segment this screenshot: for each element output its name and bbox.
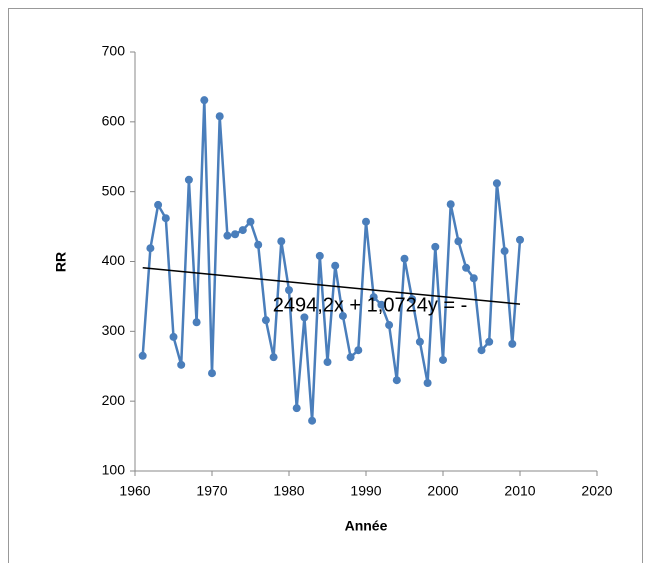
x-tick-label: 2020 <box>581 483 612 499</box>
data-point <box>154 200 163 209</box>
data-point <box>323 358 332 367</box>
y-tick-label: 100 <box>102 462 126 478</box>
data-point <box>338 311 347 320</box>
data-point <box>408 295 417 304</box>
data-point <box>492 179 501 188</box>
data-point <box>415 337 424 346</box>
trendline-equation: 2494,2x + 1,0724y = - <box>273 294 468 316</box>
data-point <box>462 263 471 272</box>
x-tick-label: 2000 <box>427 483 458 499</box>
y-tick-label: 200 <box>102 392 126 408</box>
x-tick-label: 1980 <box>273 483 304 499</box>
data-point <box>169 332 178 341</box>
data-point <box>146 244 155 253</box>
data-point <box>477 346 486 355</box>
y-tick-label: 500 <box>102 182 126 198</box>
data-point <box>385 321 394 330</box>
data-point <box>300 313 309 322</box>
data-point <box>331 261 340 270</box>
data-point <box>277 237 286 246</box>
data-point <box>138 351 147 360</box>
data-point <box>485 337 494 346</box>
data-point <box>377 300 386 309</box>
data-point <box>177 360 186 369</box>
data-point <box>400 254 409 263</box>
y-tick-label: 400 <box>102 252 126 268</box>
data-point <box>369 293 378 302</box>
y-tick-label: 600 <box>102 113 126 129</box>
data-point <box>500 247 509 256</box>
data-point <box>346 353 355 362</box>
data-point <box>254 240 263 249</box>
chart-border <box>8 8 643 563</box>
x-tick-label: 2010 <box>504 483 535 499</box>
data-point <box>516 235 524 244</box>
data-point <box>246 217 255 226</box>
data-point <box>200 96 209 105</box>
x-axis-label: Année <box>345 518 388 534</box>
data-point <box>315 251 324 260</box>
data-point <box>508 339 517 348</box>
y-tick-label: 700 <box>102 43 126 59</box>
data-point <box>469 274 478 283</box>
data-point <box>192 318 201 327</box>
data-point <box>184 175 193 184</box>
y-tick-label: 300 <box>102 322 126 338</box>
data-point <box>423 379 432 388</box>
data-point <box>362 217 370 226</box>
data-point <box>354 346 363 355</box>
y-axis-label: RR <box>53 252 69 272</box>
data-point <box>439 355 447 364</box>
data-point <box>231 230 240 239</box>
series-line <box>141 100 522 421</box>
data-point <box>308 416 317 425</box>
x-tick-label: 1960 <box>119 483 150 499</box>
data-point <box>446 200 455 209</box>
trendline <box>142 267 521 305</box>
data-point <box>269 353 278 362</box>
data-point <box>392 376 401 385</box>
data-point <box>454 237 463 246</box>
data-point <box>215 112 224 121</box>
data-point <box>431 242 440 251</box>
x-tick-label: 1990 <box>350 483 381 499</box>
x-tick-label: 1970 <box>196 483 227 499</box>
data-point <box>292 404 301 413</box>
data-point <box>285 286 293 295</box>
data-point <box>208 369 216 378</box>
data-point <box>238 226 247 235</box>
data-point <box>261 316 270 325</box>
data-point <box>161 214 170 223</box>
data-point <box>223 231 232 240</box>
